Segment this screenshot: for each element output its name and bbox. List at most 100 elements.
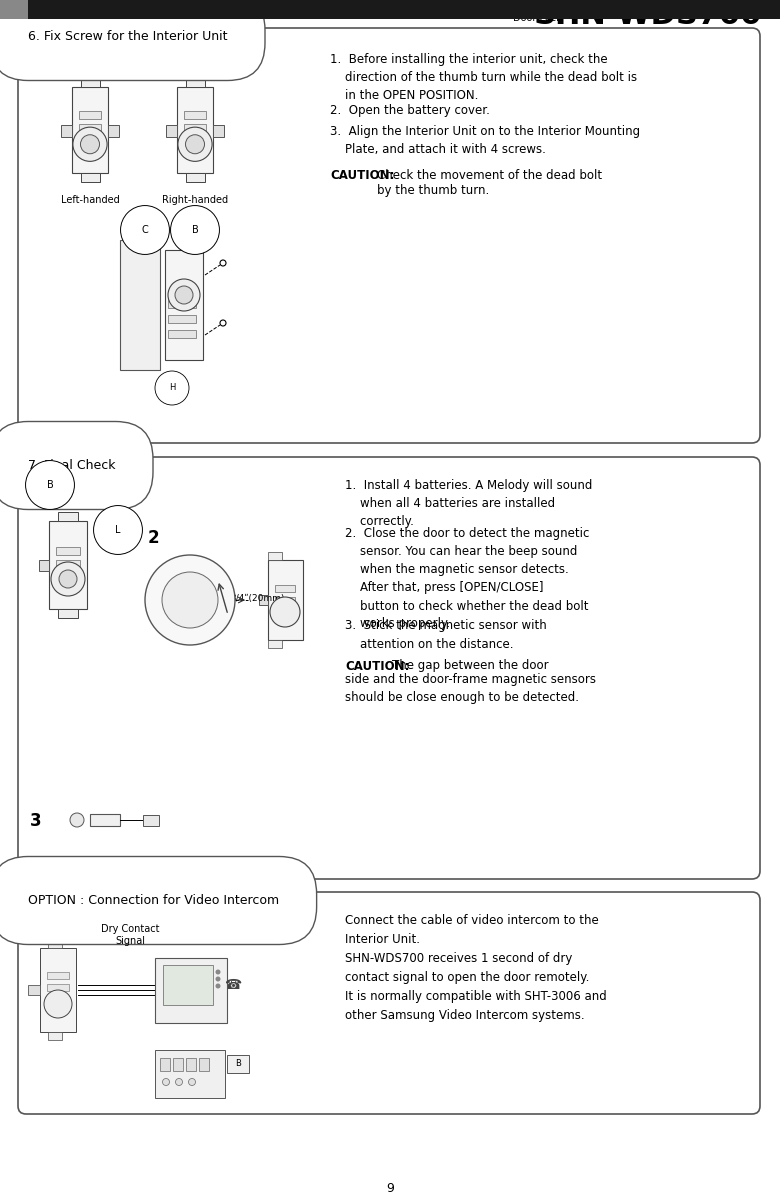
Text: 3.  Stick the magnetic sensor with
    attention on the distance.: 3. Stick the magnetic sensor with attent…: [345, 620, 547, 650]
Bar: [48, 940, 62, 948]
Circle shape: [220, 260, 226, 266]
Circle shape: [168, 279, 200, 311]
Bar: [61, 125, 72, 136]
Circle shape: [189, 1079, 196, 1086]
Bar: [120, 240, 160, 370]
Bar: [183, 124, 207, 132]
Bar: [183, 137, 207, 146]
Text: 7. Final Check: 7. Final Check: [28, 459, 115, 472]
Bar: [160, 1058, 170, 1072]
Bar: [47, 996, 69, 1003]
Text: Right-handed: Right-handed: [162, 195, 228, 205]
Bar: [199, 1058, 209, 1072]
Text: 1.  Install 4 batteries. A Melody will sound
    when all 4 batteries are instal: 1. Install 4 batteries. A Melody will so…: [345, 479, 592, 529]
Bar: [268, 560, 303, 641]
Circle shape: [176, 1079, 183, 1086]
Circle shape: [145, 555, 235, 645]
Text: 2.  Open the battery cover.: 2. Open the battery cover.: [330, 104, 490, 117]
Bar: [213, 125, 225, 136]
Bar: [56, 573, 80, 582]
Text: Check the movement of the dead bolt
by the thumb turn.: Check the movement of the dead bolt by t…: [377, 169, 602, 197]
Bar: [275, 585, 295, 592]
Bar: [58, 512, 78, 521]
Text: 6. Fix Screw for the Interior Unit: 6. Fix Screw for the Interior Unit: [28, 30, 228, 43]
Text: L: L: [115, 525, 121, 535]
Bar: [183, 111, 207, 119]
Text: ☎: ☎: [225, 978, 242, 992]
Bar: [0, 0, 28, 19]
Bar: [143, 815, 159, 826]
Text: SHN-WDS700: SHN-WDS700: [534, 1, 762, 30]
Text: CAUTION:: CAUTION:: [330, 169, 395, 182]
FancyBboxPatch shape: [18, 892, 760, 1114]
Circle shape: [215, 984, 221, 988]
Text: 2.  Close the door to detect the magnetic
    sensor. You can hear the beep soun: 2. Close the door to detect the magnetic…: [345, 527, 590, 631]
Circle shape: [44, 990, 72, 1019]
Bar: [80, 172, 100, 182]
Circle shape: [59, 569, 77, 588]
Bar: [163, 964, 213, 1005]
Bar: [186, 172, 204, 182]
Bar: [173, 1058, 183, 1072]
Circle shape: [186, 135, 204, 154]
Circle shape: [215, 969, 221, 974]
Text: The gap between the door: The gap between the door: [392, 660, 548, 673]
Text: OPTION : Connection for Video Intercom: OPTION : Connection for Video Intercom: [28, 895, 279, 907]
Bar: [168, 300, 196, 308]
Text: 3.  Align the Interior Unit on to the Interior Mounting
    Plate, and attach it: 3. Align the Interior Unit on to the Int…: [330, 125, 640, 157]
Text: Left-handed: Left-handed: [61, 195, 119, 205]
Bar: [155, 1050, 225, 1098]
Bar: [227, 1055, 249, 1073]
Text: 3/4ʺ(20mm): 3/4ʺ(20mm): [230, 594, 285, 602]
Bar: [90, 814, 120, 826]
Text: 1.  Before installing the interior unit, check the
    direction of the thumb tu: 1. Before installing the interior unit, …: [330, 53, 637, 102]
Bar: [80, 78, 100, 87]
Bar: [186, 78, 204, 87]
Bar: [79, 111, 101, 119]
Circle shape: [175, 287, 193, 303]
Bar: [275, 609, 295, 616]
Bar: [165, 250, 203, 360]
Text: 3: 3: [30, 811, 41, 830]
FancyBboxPatch shape: [18, 458, 760, 879]
Text: 2: 2: [148, 529, 160, 547]
Text: CAUTION:: CAUTION:: [345, 660, 410, 673]
Bar: [79, 124, 101, 132]
Circle shape: [80, 135, 100, 154]
Bar: [58, 609, 78, 618]
Bar: [49, 521, 87, 609]
Text: H: H: [168, 384, 176, 393]
Bar: [108, 125, 119, 136]
Bar: [177, 87, 213, 172]
Circle shape: [162, 1079, 169, 1086]
Text: C: C: [142, 225, 148, 235]
Bar: [268, 641, 282, 648]
Text: Dry Contact
Signal: Dry Contact Signal: [101, 923, 159, 945]
Circle shape: [220, 320, 226, 326]
Bar: [258, 595, 268, 604]
Bar: [275, 597, 295, 604]
Bar: [168, 315, 196, 323]
Bar: [72, 87, 108, 172]
Circle shape: [215, 976, 221, 981]
Circle shape: [178, 128, 212, 161]
Bar: [168, 330, 196, 338]
Bar: [56, 547, 80, 555]
Bar: [28, 985, 40, 995]
Bar: [268, 551, 282, 560]
FancyBboxPatch shape: [18, 28, 760, 443]
Text: side and the door-frame magnetic sensors
should be close enough to be detected.: side and the door-frame magnetic sensors…: [345, 673, 596, 704]
Bar: [48, 1032, 62, 1040]
Text: 9: 9: [386, 1181, 394, 1194]
Text: Smart
Door Lock: Smart Door Lock: [513, 1, 562, 23]
Circle shape: [70, 813, 84, 827]
Text: 1: 1: [30, 479, 41, 497]
Bar: [40, 948, 76, 1032]
Text: B: B: [192, 225, 198, 235]
Circle shape: [51, 562, 85, 596]
Text: Connect the cable of video intercom to the
Interior Unit.
SHN-WDS700 receives 1 : Connect the cable of video intercom to t…: [345, 914, 607, 1022]
Text: B: B: [235, 1060, 241, 1068]
Text: B: B: [47, 480, 53, 490]
Bar: [39, 560, 49, 571]
Bar: [165, 125, 177, 136]
